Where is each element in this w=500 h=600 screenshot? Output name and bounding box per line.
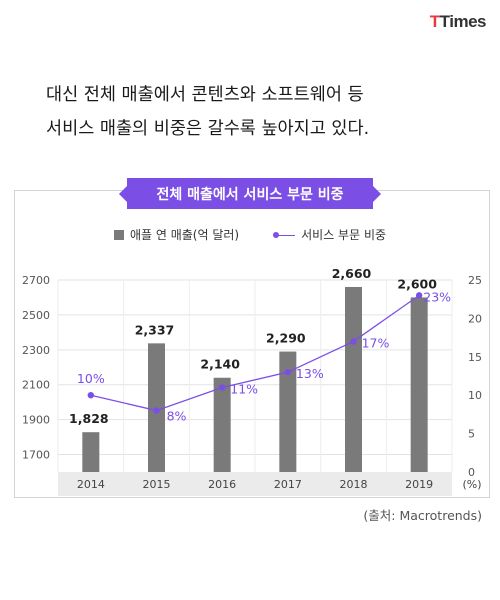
y-right-tick-label: 10: [468, 389, 482, 402]
ttimes-logo: TTimes: [429, 12, 487, 31]
x-tick-label: 2014: [77, 478, 105, 491]
x-tick-label: 2016: [208, 478, 236, 491]
line-value-label: 10%: [77, 371, 105, 386]
legend-label-service: 서비스 부문 비중: [301, 228, 387, 242]
x-tick-label: 2018: [340, 478, 368, 491]
y-left-tick-label: 2500: [22, 309, 50, 322]
legend-item-revenue: 애플 연 매출(억 달러): [113, 226, 240, 243]
y-left-tick-label: 1900: [22, 414, 50, 427]
legend-bar-swatch: [113, 229, 124, 240]
y-right-unit: (%): [462, 478, 481, 491]
line-point: [153, 407, 160, 414]
line-value-label: 17%: [362, 335, 390, 350]
line-value-label: 13%: [296, 366, 324, 381]
headline-line-1: 대신 전체 매출에서 콘텐츠와 소프트웨어 등: [46, 85, 364, 105]
source-note: (출처: Macrotrends): [363, 508, 482, 523]
bar-value-label: 2,140: [200, 357, 240, 372]
bar: [279, 351, 297, 472]
y-right-tick-label: 15: [468, 351, 482, 364]
line-value-label: 8%: [167, 409, 187, 424]
y-left-tick-label: 2300: [22, 344, 50, 357]
bar: [345, 286, 362, 472]
y-right-tick-label: 5: [468, 428, 475, 441]
bar: [82, 432, 100, 472]
line-point: [218, 384, 226, 391]
bar-value-label: 2,337: [135, 322, 175, 337]
chart-legend: 애플 연 매출(억 달러) 서비스 부문 비중: [0, 226, 500, 243]
bar: [213, 377, 231, 472]
y-left-tick-label: 2100: [22, 379, 50, 392]
line-point: [350, 338, 357, 345]
title-tag-notch-right: [373, 186, 381, 202]
title-tag-notch-left: [119, 186, 127, 202]
y-right-tick-label: 25: [468, 274, 482, 287]
bar-value-label: 2,290: [266, 331, 306, 346]
x-tick-label: 2019: [405, 478, 433, 491]
line-value-label: 23%: [423, 289, 451, 304]
y-right-tick-label: 0: [468, 466, 475, 479]
y-left-tick-label: 1700: [22, 449, 50, 462]
service-share-line: [90, 294, 420, 412]
headline-line-2: 서비스 매출의 비중은 갈수록 높아지고 있다.: [46, 119, 370, 139]
legend-label-revenue: 애플 연 매출(억 달러): [129, 228, 240, 242]
bar-value-label: 1,828: [69, 411, 109, 426]
line-point: [284, 368, 292, 376]
line-value-label: 11%: [230, 382, 258, 397]
line-point: [87, 392, 95, 399]
bar-value-label: 2,660: [332, 266, 372, 281]
x-tick-label: 2017: [274, 478, 302, 491]
headline: 대신 전체 매출에서 콘텐츠와 소프트웨어 등 서비스 매출의 비중은 갈수록 …: [46, 78, 466, 146]
y-right-tick-label: 20: [468, 312, 482, 325]
line-point: [415, 292, 423, 299]
x-axis-band: [58, 472, 452, 496]
bar-value-label: 2,600: [397, 276, 437, 291]
y-left-tick-label: 2700: [22, 274, 50, 287]
x-tick-label: 2015: [143, 478, 171, 491]
legend-item-service: 서비스 부문 비중: [273, 226, 386, 243]
chart-title: 전체 매출에서 서비스 부문 비중: [127, 178, 373, 209]
legend-line-swatch: [273, 230, 296, 240]
bar: [410, 297, 428, 472]
